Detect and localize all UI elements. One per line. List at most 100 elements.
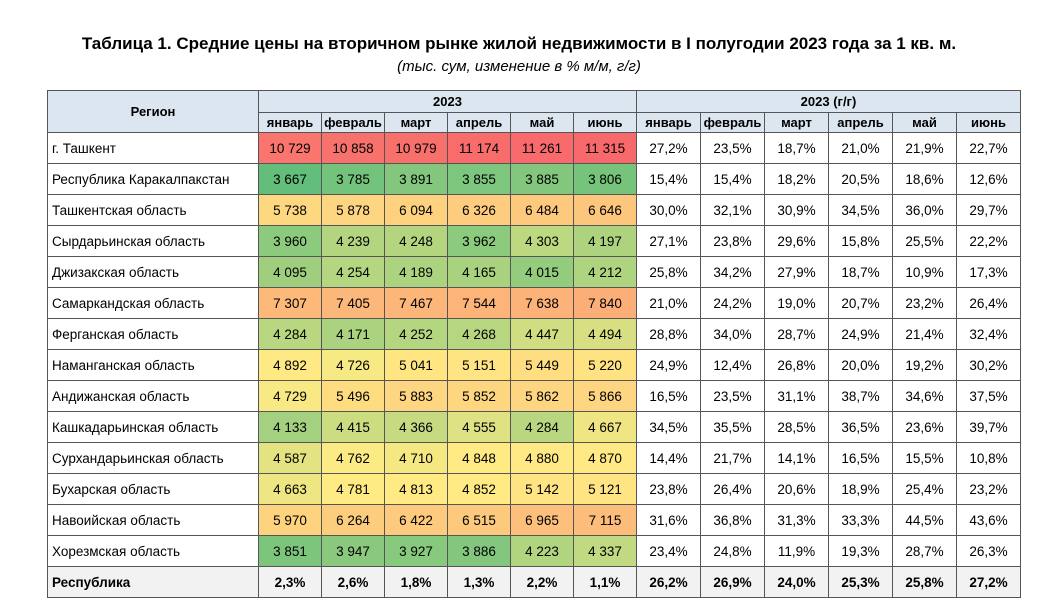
yoy-cell: 34,6% [892, 380, 957, 412]
yoy-cell: 19,3% [828, 535, 893, 567]
price-cell: 3 667 [258, 163, 322, 195]
region: Самаркандская область [47, 287, 259, 319]
header: 2023 (г/г) [636, 90, 1021, 113]
header: Регион [47, 90, 259, 133]
price-cell: 5 121 [573, 473, 637, 505]
yoy-cell: 21,9% [892, 132, 957, 164]
price-cell: 10 979 [384, 132, 448, 164]
price-cell: 6 264 [321, 504, 385, 536]
region: Кашкадарьинская область [47, 411, 259, 443]
yoy-cell: 32,1% [700, 194, 765, 226]
yoy-cell: 14,4% [636, 442, 701, 474]
price-cell: 3 806 [573, 163, 637, 195]
price-table: Регион 2023 2023 (г/г) январь февраль март… [47, 90, 1021, 598]
yoy-cell: 36,5% [828, 411, 893, 443]
region: Сырдарьинская область [47, 225, 259, 257]
region: Ферганская область [47, 318, 259, 350]
price-cell: 4 494 [573, 318, 637, 350]
yoy-cell: 19,0% [764, 287, 829, 319]
region: Андижанская область [47, 380, 259, 412]
total-cell: 2,6% [321, 566, 385, 598]
price-cell: 4 133 [258, 411, 322, 443]
price-cell: 4 729 [258, 380, 322, 412]
yoy-cell: 23,8% [700, 225, 765, 257]
yoy-cell: 21,4% [892, 318, 957, 350]
table-row: Навоийская область 5 970 6 264 6 422 6 515 6 … [47, 504, 1021, 536]
total-cell: 1,3% [447, 566, 511, 598]
price-cell: 4 212 [573, 256, 637, 288]
yoy-cell: 23,2% [892, 287, 957, 319]
total-cell: 25,3% [828, 566, 893, 598]
price-cell: 6 326 [447, 194, 511, 226]
price-cell: 3 962 [447, 225, 511, 257]
price-cell: 4 663 [258, 473, 322, 505]
price-cell: 3 855 [447, 163, 511, 195]
yoy-cell: 15,4% [700, 163, 765, 195]
yoy-cell: 22,7% [956, 132, 1021, 164]
total-cell: 1,1% [573, 566, 637, 598]
price-cell: 6 965 [510, 504, 574, 536]
yoy-cell: 34,0% [700, 318, 765, 350]
price-cell: 4 015 [510, 256, 574, 288]
price-cell: 4 813 [384, 473, 448, 505]
table-row: Ташкентская область 5 738 5 878 6 094 6 326 6… [47, 194, 1021, 226]
yoy-cell: 25,8% [636, 256, 701, 288]
table-row: Ферганская область 4 284 4 171 4 252 4 268 4 … [47, 318, 1021, 350]
yoy-cell: 23,2% [956, 473, 1021, 505]
table-row: Кашкадарьинская область 4 133 4 415 4 366 4 … [47, 411, 1021, 443]
yoy-cell: 37,5% [956, 380, 1021, 412]
price-cell: 4 892 [258, 349, 322, 381]
yoy-cell: 25,5% [892, 225, 957, 257]
price-cell: 5 883 [384, 380, 448, 412]
price-cell: 4 366 [384, 411, 448, 443]
yoy-cell: 29,6% [764, 225, 829, 257]
yoy-cell: 23,5% [700, 132, 765, 164]
yoy-cell: 21,7% [700, 442, 765, 474]
region: Ташкентская область [47, 194, 259, 226]
price-cell: 4 852 [447, 473, 511, 505]
yoy-cell: 20,7% [828, 287, 893, 319]
region: Хорезмская область [47, 535, 259, 567]
price-cell: 5 852 [447, 380, 511, 412]
yoy-cell: 35,5% [700, 411, 765, 443]
header: 2023 [258, 90, 637, 113]
price-cell: 3 927 [384, 535, 448, 567]
table-row: Самаркандская область 7 307 7 405 7 467 7 54… [47, 287, 1021, 319]
region: Сурхандарьинская область [47, 442, 259, 474]
yoy-cell: 18,9% [828, 473, 893, 505]
price-cell: 5 862 [510, 380, 574, 412]
total-cell: 24,0% [764, 566, 829, 598]
yoy-cell: 15,4% [636, 163, 701, 195]
month-header: май [892, 112, 957, 133]
region: Джизакская область [47, 256, 259, 288]
yoy-cell: 30,0% [636, 194, 701, 226]
month-header: март [384, 112, 448, 133]
price-cell: 3 960 [258, 225, 322, 257]
price-cell: 11 315 [573, 132, 637, 164]
price-cell: 4 252 [384, 318, 448, 350]
yoy-cell: 28,5% [764, 411, 829, 443]
price-cell: 4 197 [573, 225, 637, 257]
price-cell: 5 220 [573, 349, 637, 381]
yoy-cell: 26,4% [700, 473, 765, 505]
yoy-cell: 20,5% [828, 163, 893, 195]
price-cell: 5 866 [573, 380, 637, 412]
yoy-cell: 23,8% [636, 473, 701, 505]
price-cell: 6 422 [384, 504, 448, 536]
price-cell: 4 248 [384, 225, 448, 257]
price-cell: 10 729 [258, 132, 322, 164]
price-cell: 11 174 [447, 132, 511, 164]
region: г. Ташкент [47, 132, 259, 164]
yoy-cell: 23,4% [636, 535, 701, 567]
price-cell: 5 151 [447, 349, 511, 381]
yoy-cell: 15,5% [892, 442, 957, 474]
yoy-cell: 21,0% [828, 132, 893, 164]
price-cell: 4 268 [447, 318, 511, 350]
price-cell: 4 223 [510, 535, 574, 567]
yoy-cell: 24,2% [700, 287, 765, 319]
yoy-cell: 28,7% [892, 535, 957, 567]
yoy-cell: 16,5% [828, 442, 893, 474]
price-cell: 4 762 [321, 442, 385, 474]
table-row: Республика Каракалпакстан 3 667 3 785 3 891… [47, 163, 1021, 195]
yoy-cell: 21,0% [636, 287, 701, 319]
